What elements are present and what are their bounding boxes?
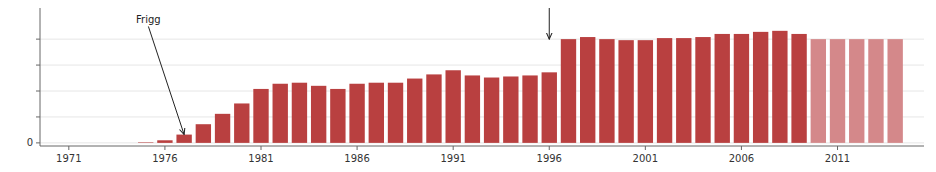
- bar: [311, 86, 326, 143]
- bar: [445, 70, 460, 143]
- x-tick: [68, 146, 69, 150]
- bar: [157, 140, 172, 143]
- bar: [734, 34, 749, 143]
- y-tick-label: 0: [27, 137, 33, 148]
- x-axis-line: [40, 146, 924, 147]
- bar: [369, 83, 384, 143]
- x-tick: [549, 146, 550, 150]
- bar: [522, 75, 537, 142]
- bar: [80, 142, 95, 143]
- bar: [484, 78, 499, 143]
- bar: [618, 40, 633, 143]
- x-tick-label: 2001: [633, 153, 658, 164]
- bar: [465, 75, 480, 142]
- bar: [638, 40, 653, 143]
- bar: [868, 39, 883, 143]
- chart: 0 1971 1976 1981 1986 1991 1996 2001 2006 2011 Fri…: [0, 0, 936, 172]
- bar: [292, 83, 307, 143]
- bar: [791, 34, 806, 143]
- bar: [561, 39, 576, 143]
- x-tick-label: 1996: [537, 153, 562, 164]
- bar: [253, 89, 268, 143]
- bar: [772, 31, 787, 143]
- annotation-text: Frigg: [136, 14, 161, 25]
- bar: [100, 142, 115, 143]
- y-tick: [36, 142, 40, 143]
- bar: [503, 76, 518, 142]
- x-tick-label: 1986: [344, 153, 369, 164]
- bar: [753, 32, 768, 143]
- bar: [580, 37, 595, 143]
- x-tick-label: 1991: [440, 153, 465, 164]
- bar: [676, 38, 691, 143]
- bars: [138, 31, 903, 143]
- bar: [349, 84, 364, 143]
- annotation-arrow: [549, 8, 550, 39]
- bar: [330, 89, 345, 143]
- x-tick-label: 2006: [729, 153, 754, 164]
- bar: [599, 39, 614, 143]
- x-tick-label: 2011: [825, 153, 850, 164]
- bar: [811, 39, 826, 143]
- y-tick: [36, 39, 40, 40]
- bar: [849, 39, 864, 143]
- bar: [234, 103, 249, 142]
- x-tick-label: 1971: [56, 153, 81, 164]
- bar: [426, 74, 441, 142]
- bar: [176, 135, 191, 143]
- x-tick: [261, 146, 262, 150]
- annotations: Frigg: [136, 8, 549, 135]
- y-tick: [36, 65, 40, 66]
- y-tick: [36, 91, 40, 92]
- bar: [542, 72, 557, 143]
- y-axis-line: [40, 8, 41, 146]
- bar: [657, 38, 672, 143]
- y-axis: 0: [27, 39, 924, 148]
- x-tick: [645, 146, 646, 150]
- bar: [887, 39, 902, 143]
- bar: [215, 114, 230, 143]
- x-axis: 1971 1976 1981 1986 1991 1996 2001 2006 2011: [56, 146, 850, 164]
- x-tick: [741, 146, 742, 150]
- bar: [61, 142, 76, 143]
- bar: [715, 34, 730, 143]
- x-tick: [837, 146, 838, 150]
- bar: [196, 124, 211, 143]
- y-tick: [36, 116, 40, 117]
- annotation-arrow: [148, 26, 184, 134]
- x-tick: [164, 146, 165, 150]
- x-tick: [453, 146, 454, 150]
- bar: [830, 39, 845, 143]
- bar: [273, 84, 288, 143]
- bar: [407, 79, 422, 143]
- bar: [388, 83, 403, 143]
- bar: [119, 142, 134, 143]
- bar: [695, 37, 710, 143]
- x-tick: [357, 146, 358, 150]
- x-tick-label: 1981: [248, 153, 273, 164]
- bar: [138, 142, 153, 144]
- x-tick-label: 1976: [152, 153, 177, 164]
